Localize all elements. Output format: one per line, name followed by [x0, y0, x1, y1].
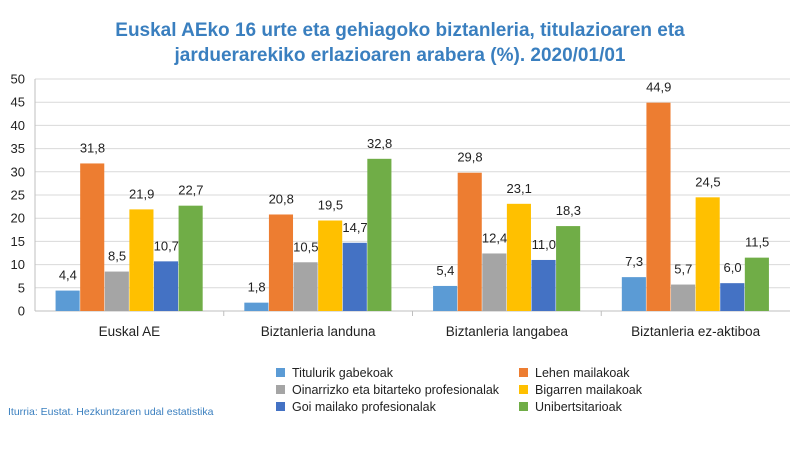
- y-tick-label: 10: [11, 257, 25, 272]
- bar: [482, 253, 507, 311]
- data-label: 21,9: [129, 186, 154, 201]
- legend-swatch: [276, 385, 285, 394]
- chart-title-line-2: jarduerarekiko erlazioaren arabera (%). …: [174, 45, 626, 66]
- chart-title: Euskal AEko 16 urte eta gehiagoko biztan…: [0, 18, 800, 68]
- data-label: 31,8: [80, 140, 105, 155]
- legend-label: Titulurik gabekoak: [292, 366, 393, 380]
- legend-item-lehen-mailakoak: Lehen mailakoak: [519, 366, 630, 380]
- bar: [153, 261, 179, 311]
- x-category-label: Euskal AE: [99, 324, 161, 339]
- bar: [720, 283, 745, 311]
- data-label: 8,5: [108, 249, 126, 264]
- data-label: 10,5: [293, 239, 318, 254]
- data-label: 1,8: [248, 280, 266, 295]
- y-tick-label: 30: [11, 164, 25, 179]
- data-label: 11,5: [745, 235, 769, 250]
- bar: [506, 203, 531, 311]
- bar: [621, 277, 646, 311]
- data-label: 22,7: [178, 183, 203, 198]
- legend-item-unibertsitarioak: Unibertsitarioak: [519, 400, 622, 414]
- y-tick-label: 40: [11, 118, 25, 133]
- legend-label: Lehen mailakoak: [535, 366, 630, 380]
- bar: [293, 262, 318, 311]
- legend-swatch: [519, 402, 528, 411]
- y-tick-label: 25: [11, 188, 25, 203]
- bar: [342, 242, 367, 311]
- source-note: Iturria: Eustat. Hezkuntzaren udal estat…: [8, 406, 214, 418]
- data-label: 12,4: [482, 230, 507, 245]
- data-label: 29,8: [457, 150, 482, 165]
- bar: [55, 290, 80, 311]
- bar: [367, 158, 392, 311]
- bar: [268, 214, 294, 311]
- data-label: 19,5: [318, 198, 343, 213]
- bar: [744, 257, 769, 311]
- legend-item-goi-mailako: Goi mailako profesionalak: [276, 400, 436, 414]
- bar: [671, 284, 696, 311]
- y-tick-label: 0: [18, 304, 25, 319]
- bar: [244, 302, 269, 311]
- legend-item-bigarren-mailakoak: Bigarren mailakoak: [519, 383, 642, 397]
- data-label: 11,0: [532, 237, 556, 252]
- data-label: 24,5: [695, 174, 720, 189]
- legend-label: Bigarren mailakoak: [535, 383, 642, 397]
- bar: [129, 209, 154, 311]
- legend-swatch: [519, 368, 528, 377]
- legend-swatch: [276, 368, 285, 377]
- legend-item-oinarrizko-bitarteko: Oinarrizko eta bitarteko profesionalak: [276, 383, 499, 397]
- y-tick-label: 45: [11, 95, 25, 110]
- data-label: 7,3: [625, 254, 643, 269]
- data-label: 10,7: [154, 238, 179, 253]
- bar: [531, 259, 556, 311]
- data-label: 6,0: [723, 260, 741, 275]
- legend-label: Oinarrizko eta bitarteko profesionalak: [292, 383, 500, 397]
- legend-label: Goi mailako profesionalak: [292, 400, 436, 414]
- bar: [695, 197, 720, 311]
- data-label: 5,4: [436, 263, 454, 278]
- y-tick-label: 5: [18, 280, 25, 295]
- data-labels: 4,4 31,8 8,5 21,9 10,7 22,7 1,8 20,8 10,5 19,5 14,…: [59, 80, 769, 295]
- bar: [178, 205, 203, 311]
- data-label: 32,8: [367, 136, 392, 151]
- bar: [433, 285, 458, 311]
- legend-swatch: [276, 402, 285, 411]
- y-tick-label: 20: [11, 211, 25, 226]
- y-tick-label: 50: [11, 72, 25, 87]
- data-label: 23,1: [507, 181, 532, 196]
- data-label: 44,9: [646, 80, 671, 95]
- bar: [80, 163, 105, 311]
- x-category-label: Biztanleria langabea: [446, 324, 569, 339]
- data-label: 4,4: [59, 268, 77, 283]
- legend-label: Unibertsitarioak: [535, 400, 622, 414]
- data-label: 18,3: [556, 203, 581, 218]
- bar: [556, 226, 581, 311]
- y-tick-label: 15: [11, 234, 25, 249]
- data-label: 20,8: [269, 191, 294, 206]
- bar: [646, 102, 671, 311]
- data-label: 5,7: [674, 262, 692, 277]
- legend-item-titulurik-gabekoak: Titulurik gabekoak: [276, 366, 393, 380]
- bar: [318, 220, 343, 311]
- legend-swatch: [519, 385, 528, 394]
- x-category-label: Biztanleria ez-aktiboa: [631, 324, 761, 339]
- y-tick-label: 35: [11, 141, 25, 156]
- data-label: 14,7: [342, 220, 367, 235]
- x-category-label: Biztanleria landuna: [261, 324, 376, 339]
- bar: [457, 172, 482, 311]
- chart-title-line-1: Euskal AEko 16 urte eta gehiagoko biztan…: [115, 20, 685, 41]
- bar: [104, 271, 129, 311]
- bars: [55, 102, 769, 311]
